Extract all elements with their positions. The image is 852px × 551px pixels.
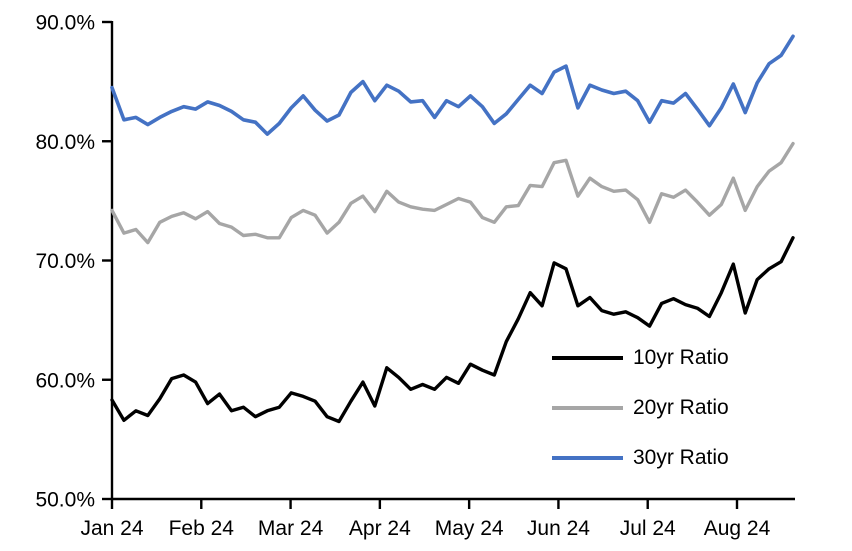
legend-item-20yr-ratio: 20yr Ratio: [552, 383, 729, 433]
y-tick-label: 70.0%: [35, 250, 95, 273]
legend: 10yr Ratio 20yr Ratio 30yr Ratio: [552, 333, 729, 483]
series-line-10yr-ratio: [110, 236, 795, 424]
y-tick-label: 60.0%: [35, 369, 95, 392]
x-tick-label: Mar 24: [258, 517, 324, 540]
legend-label: 10yr Ratio: [633, 346, 729, 369]
legend-item-10yr-ratio: 10yr Ratio: [552, 333, 729, 383]
y-tick-label: 80.0%: [35, 131, 95, 154]
legend-item-30yr-ratio: 30yr Ratio: [552, 433, 729, 483]
x-tick-label: Feb 24: [169, 517, 235, 540]
legend-label: 30yr Ratio: [633, 446, 729, 469]
series-line-20yr-ratio: [110, 141, 795, 245]
x-tick-label: Jul 24: [620, 517, 676, 540]
y-tick-label: 90.0%: [35, 12, 95, 35]
x-tick-label: Apr 24: [349, 517, 411, 540]
legend-label: 20yr Ratio: [633, 396, 729, 419]
legend-line-swatch: [552, 406, 623, 410]
x-tick-label: Jun 24: [527, 517, 590, 540]
x-tick-label: Aug 24: [704, 517, 771, 540]
x-tick-label: Jan 24: [80, 517, 143, 540]
series-line-30yr-ratio: [110, 34, 795, 136]
legend-line-swatch: [552, 456, 623, 460]
x-tick-label: May 24: [435, 517, 504, 540]
y-tick-label: 50.0%: [35, 489, 95, 512]
legend-line-swatch: [552, 356, 623, 360]
